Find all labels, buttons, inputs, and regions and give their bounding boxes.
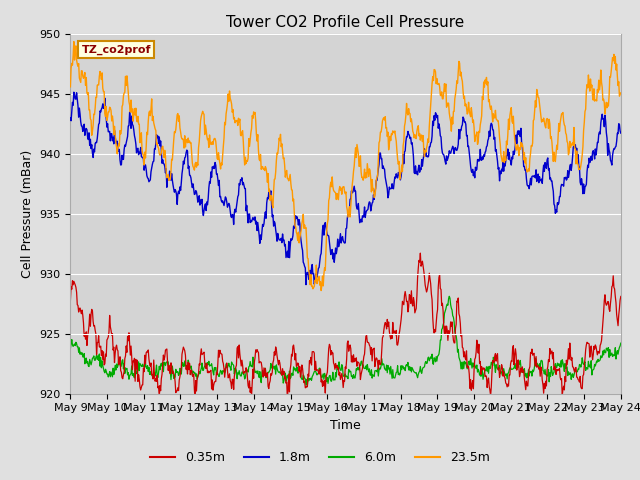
Y-axis label: Cell Pressure (mBar): Cell Pressure (mBar) [21,149,34,278]
Title: Tower CO2 Profile Cell Pressure: Tower CO2 Profile Cell Pressure [227,15,465,30]
Legend: 0.35m, 1.8m, 6.0m, 23.5m: 0.35m, 1.8m, 6.0m, 23.5m [145,446,495,469]
X-axis label: Time: Time [330,419,361,432]
Text: TZ_co2prof: TZ_co2prof [81,44,151,55]
